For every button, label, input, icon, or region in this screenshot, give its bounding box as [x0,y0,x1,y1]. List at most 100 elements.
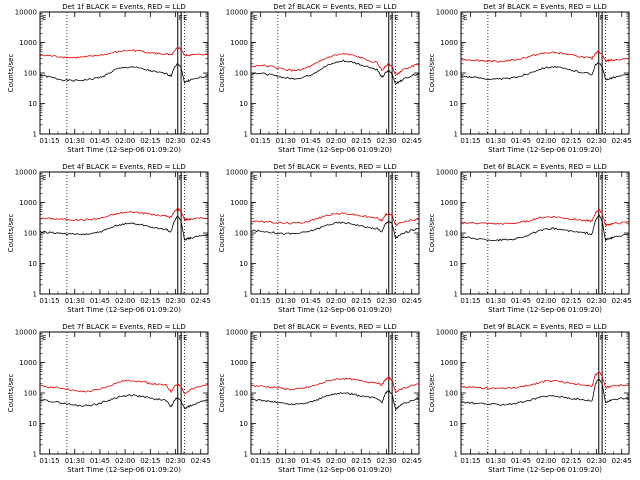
x-tick-label: 02:15 [140,457,160,465]
series-line-events [460,378,630,406]
y-tick-label: 1 [33,131,37,139]
y-tick-label: 1 [33,451,37,459]
y-tick-label: 100 [235,390,248,398]
x-tick-label: 02:00 [115,297,135,305]
y-tick-label: 10000 [15,169,37,177]
x-tick-label: 01:15 [250,297,270,305]
flag-label: E [183,174,187,182]
y-tick-label: 10 [449,100,458,108]
y-tick-label: 1 [244,291,248,299]
flag-label: F [600,334,604,342]
flag-label: E [42,14,46,22]
x-tick-label: 01:45 [511,297,531,305]
series-line-events [460,213,630,242]
x-tick-label: 01:15 [250,137,270,145]
y-axis-label: Counts/sec [218,374,226,413]
x-tick-label: 01:45 [90,457,110,465]
y-tick-label: 100 [445,230,458,238]
flag-label: E [463,334,467,342]
y-tick-label: 1 [454,131,458,139]
x-tick-label: 01:45 [90,137,110,145]
x-tick-label: 02:00 [536,457,556,465]
series-line-events [39,394,209,410]
chart-panel-3: Det 3f BLACK = Events, RED = LLD 1 10 100 10… [428,3,632,154]
flag-label: E [463,174,467,182]
x-tick-label: 01:30 [486,137,506,145]
x-tick-label: 02:15 [140,297,160,305]
series-line-lld [39,379,209,395]
y-tick-label: 1 [33,291,37,299]
y-tick-label: 10000 [15,329,37,337]
x-tick-label: 02:45 [402,457,422,465]
y-axis-label: Counts/sec [428,214,436,253]
series-line-lld [250,212,420,226]
chart-title: Det 5f BLACK = Events, RED = LLD [273,163,396,171]
y-axis-label: Counts/sec [218,54,226,93]
y-tick-label: 10 [239,260,248,268]
y-tick-label: 100 [235,70,248,78]
x-tick-label: 01:15 [460,457,480,465]
x-tick-label: 02:15 [351,457,371,465]
y-tick-label: 10000 [226,169,248,177]
x-axis-label: Start Time (12-Sep-06 01:09:20) [488,306,602,314]
x-tick-label: 01:30 [65,297,85,305]
chart-title: Det 7f BLACK = Events, RED = LLD [62,323,185,331]
flag-label: E [253,334,257,342]
y-tick-label: 100 [445,70,458,78]
flag-label: E [394,334,398,342]
x-tick-label: 02:00 [115,457,135,465]
x-axis-label: Start Time (12-Sep-06 01:09:20) [67,306,181,314]
y-tick-label: 1 [454,291,458,299]
series-line-events [39,216,209,241]
y-tick-label: 100 [235,230,248,238]
plot-frame [39,331,209,455]
chart-panel-9: Det 9f BLACK = Events, RED = LLD 1 10 100 10… [428,323,632,474]
x-tick-label: 02:15 [561,457,581,465]
chart-title: Det 3f BLACK = Events, RED = LLD [483,3,606,11]
y-tick-label: 1000 [440,39,458,47]
plot-frame [39,11,209,135]
x-tick-label: 02:15 [351,137,371,145]
y-axis-label: Counts/sec [7,54,15,93]
x-tick-label: 01:30 [276,457,296,465]
x-tick-label: 02:00 [326,457,346,465]
flag-label: E [604,14,608,22]
chart-title: Det 6f BLACK = Events, RED = LLD [483,163,606,171]
y-tick-label: 10000 [15,9,37,17]
chart-panel-1: Det 1f BLACK = Events, RED = LLD 1 10 100 10… [7,3,211,154]
x-tick-label: 01:30 [65,137,85,145]
chart-title: Det 9f BLACK = Events, RED = LLD [483,323,606,331]
plot-frame [250,171,420,295]
x-tick-label: 02:45 [191,137,211,145]
x-tick-label: 02:30 [376,457,396,465]
x-tick-label: 01:15 [250,457,270,465]
y-tick-label: 1 [244,131,248,139]
x-tick-label: 02:30 [165,297,185,305]
series-line-lld [39,46,209,59]
x-tick-label: 02:45 [402,297,422,305]
chart-title: Det 2f BLACK = Events, RED = LLD [273,3,396,11]
x-tick-label: 02:30 [376,297,396,305]
x-tick-label: 01:45 [301,457,321,465]
x-tick-label: 02:45 [612,457,632,465]
y-tick-label: 100 [24,70,37,78]
x-tick-label: 01:15 [460,297,480,305]
flag-label: F [179,14,183,22]
y-tick-label: 1000 [230,39,248,47]
x-tick-label: 01:45 [301,297,321,305]
x-tick-label: 01:30 [486,297,506,305]
series-line-lld [250,376,420,393]
x-tick-label: 02:00 [326,137,346,145]
x-tick-label: 02:00 [536,137,556,145]
x-tick-label: 02:30 [586,137,606,145]
flag-label: E [42,334,46,342]
y-tick-label: 10000 [436,9,458,17]
flag-label: F [179,174,183,182]
y-axis-label: Counts/sec [428,374,436,413]
x-tick-label: 02:45 [612,137,632,145]
plot-frame [250,11,420,135]
x-tick-label: 02:45 [612,297,632,305]
y-axis-label: Counts/sec [7,214,15,253]
series-line-events [251,389,420,411]
